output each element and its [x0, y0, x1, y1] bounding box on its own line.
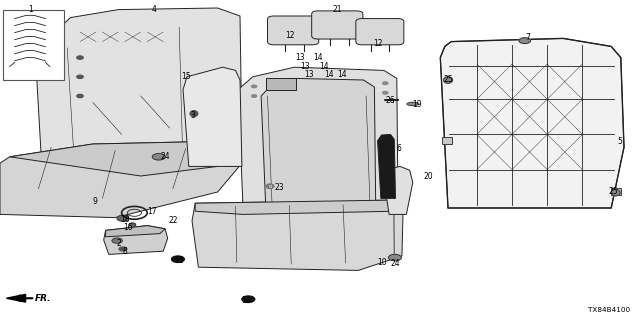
Text: 14: 14 [313, 53, 323, 62]
Text: 20: 20 [424, 172, 434, 181]
Text: 18: 18 [121, 215, 130, 224]
Text: 12: 12 [285, 31, 294, 40]
Polygon shape [384, 166, 413, 214]
Circle shape [388, 254, 401, 261]
Text: 6: 6 [396, 144, 401, 153]
Text: 14: 14 [319, 62, 329, 71]
Circle shape [129, 223, 136, 226]
Text: 3: 3 [191, 111, 196, 120]
Circle shape [242, 296, 255, 302]
Ellipse shape [611, 189, 620, 196]
Text: 11: 11 [175, 256, 184, 265]
Text: 15: 15 [180, 72, 191, 81]
Text: 7: 7 [525, 33, 530, 42]
Polygon shape [106, 226, 165, 237]
Circle shape [119, 247, 127, 251]
Polygon shape [440, 38, 624, 208]
Text: 13: 13 [300, 62, 310, 71]
Text: 5: 5 [617, 137, 622, 146]
Text: 11: 11 [242, 296, 251, 305]
Text: 26: 26 [385, 96, 396, 105]
Text: 25: 25 [443, 75, 453, 84]
Polygon shape [35, 8, 242, 163]
Circle shape [117, 215, 129, 221]
Circle shape [383, 82, 388, 84]
Circle shape [77, 75, 83, 78]
Text: 9: 9 [92, 197, 97, 206]
Text: 12: 12 [373, 39, 382, 48]
Polygon shape [192, 200, 403, 270]
Circle shape [172, 256, 184, 262]
Circle shape [252, 85, 257, 88]
Ellipse shape [190, 111, 198, 116]
Ellipse shape [407, 102, 419, 106]
Polygon shape [378, 134, 396, 198]
Text: 1: 1 [28, 5, 33, 14]
Text: 4: 4 [151, 5, 156, 14]
Polygon shape [261, 78, 376, 203]
Text: TX84B4100: TX84B4100 [588, 307, 630, 313]
Text: 24: 24 [390, 259, 401, 268]
FancyBboxPatch shape [442, 137, 452, 144]
FancyBboxPatch shape [356, 19, 404, 45]
FancyBboxPatch shape [312, 11, 363, 39]
Text: 25: 25 [608, 188, 618, 196]
FancyBboxPatch shape [3, 10, 64, 80]
Polygon shape [10, 141, 240, 176]
Ellipse shape [444, 77, 452, 83]
Text: 16: 16 [123, 223, 133, 232]
Text: 14: 14 [337, 70, 347, 79]
Polygon shape [0, 141, 242, 218]
Text: 14: 14 [324, 70, 334, 79]
Text: 23: 23 [274, 183, 284, 192]
FancyBboxPatch shape [268, 16, 319, 45]
Polygon shape [183, 67, 242, 166]
Circle shape [112, 238, 122, 243]
Text: 13: 13 [304, 70, 314, 79]
Text: 8: 8 [122, 247, 127, 256]
Text: 2: 2 [116, 239, 122, 248]
Circle shape [252, 95, 257, 97]
Text: 13: 13 [294, 53, 305, 62]
Text: 17: 17 [147, 207, 157, 216]
Polygon shape [104, 226, 168, 254]
Polygon shape [6, 294, 26, 302]
Polygon shape [195, 200, 397, 214]
Circle shape [152, 154, 165, 160]
Polygon shape [266, 78, 296, 90]
Circle shape [383, 92, 388, 94]
Text: 21: 21 [333, 5, 342, 14]
Circle shape [77, 56, 83, 59]
Circle shape [519, 38, 531, 44]
Text: 10: 10 [377, 258, 387, 267]
FancyBboxPatch shape [611, 188, 621, 195]
Text: o: o [268, 184, 272, 189]
Text: 19: 19 [412, 100, 422, 109]
Polygon shape [238, 67, 398, 211]
Text: FR.: FR. [35, 294, 52, 303]
Text: 22: 22 [168, 216, 177, 225]
Ellipse shape [266, 184, 274, 188]
Circle shape [77, 94, 83, 98]
Text: 24: 24 [160, 152, 170, 161]
